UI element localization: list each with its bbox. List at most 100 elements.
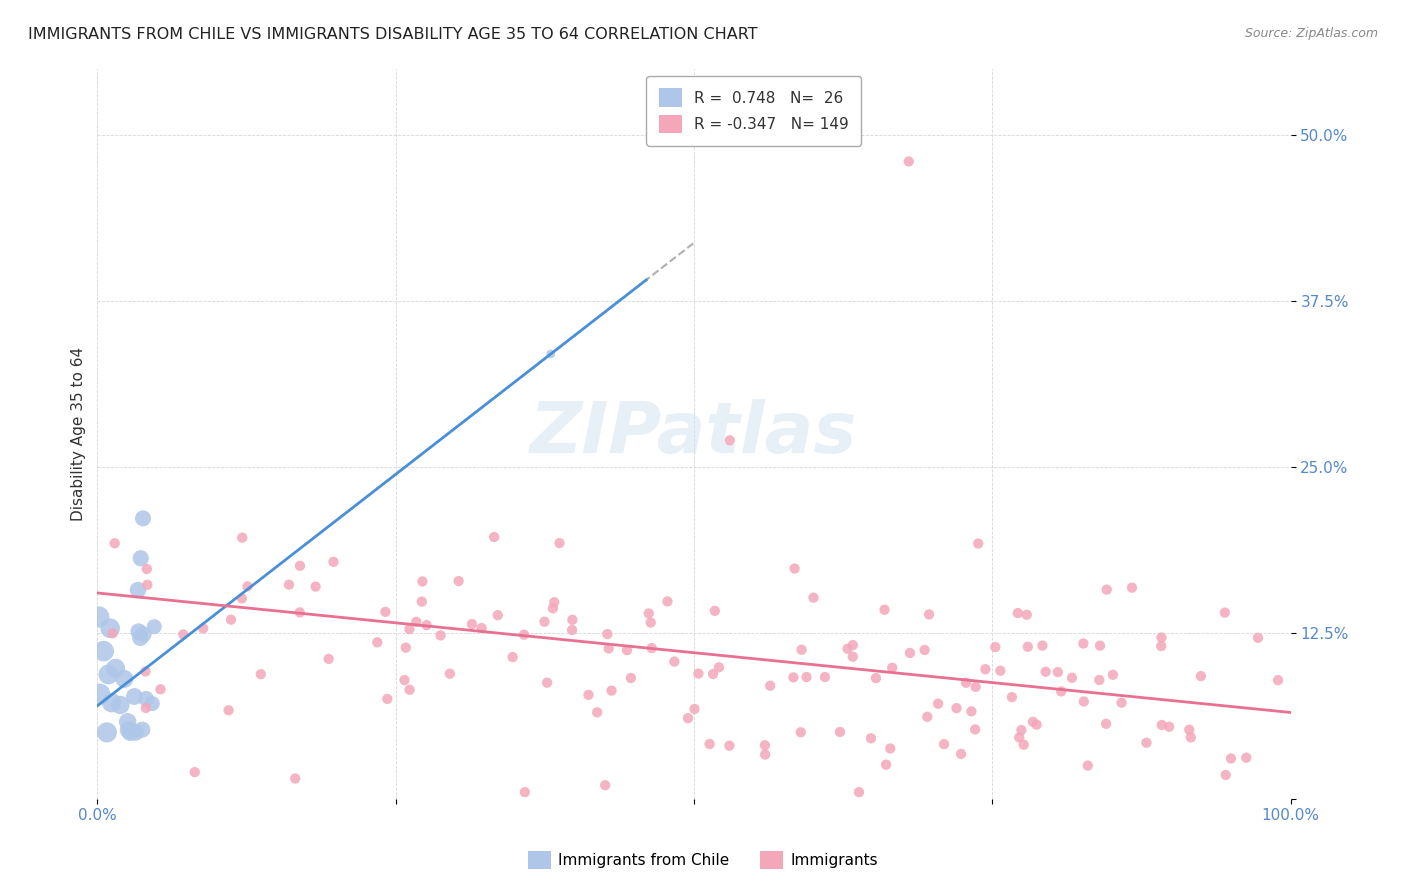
Point — [688, 666, 710, 681]
Point — [718, 739, 741, 753]
Point — [461, 617, 484, 632]
Point — [702, 667, 724, 681]
Point — [848, 785, 870, 799]
Text: ZIPatlas: ZIPatlas — [530, 399, 858, 468]
Point — [897, 154, 920, 169]
Point — [1247, 631, 1270, 645]
Point — [97, 667, 120, 681]
Point — [93, 644, 115, 658]
Point — [117, 723, 139, 737]
Point — [945, 701, 967, 715]
Point — [394, 673, 416, 687]
Point — [1088, 673, 1111, 687]
Point — [1102, 667, 1125, 681]
Point — [1150, 718, 1173, 732]
Point — [398, 682, 420, 697]
Point — [284, 772, 307, 786]
Point — [482, 530, 505, 544]
Text: Source: ZipAtlas.com: Source: ZipAtlas.com — [1244, 27, 1378, 40]
Point — [100, 696, 122, 710]
Point — [1111, 696, 1133, 710]
Point — [117, 714, 139, 729]
Point — [120, 725, 142, 739]
Point — [914, 643, 936, 657]
Point — [783, 561, 806, 575]
Point — [1159, 720, 1181, 734]
Point — [640, 615, 662, 630]
Point — [988, 664, 1011, 678]
Legend: Immigrants from Chile, Immigrants: Immigrants from Chile, Immigrants — [522, 845, 884, 875]
Point — [131, 723, 153, 737]
Point — [135, 562, 157, 576]
Point — [837, 641, 859, 656]
Point — [1088, 639, 1111, 653]
Point — [1178, 723, 1201, 737]
Point — [561, 623, 583, 637]
Point — [447, 574, 470, 588]
Point — [955, 675, 977, 690]
Point — [965, 680, 987, 694]
Point — [683, 702, 706, 716]
Point — [1180, 731, 1202, 745]
Point — [136, 578, 159, 592]
Point — [879, 741, 901, 756]
Point — [129, 551, 152, 566]
Point — [141, 697, 163, 711]
Point — [536, 675, 558, 690]
Point — [288, 606, 311, 620]
Point — [1121, 581, 1143, 595]
Point — [1001, 690, 1024, 705]
Point — [395, 640, 418, 655]
Point — [101, 626, 124, 640]
Point — [149, 682, 172, 697]
Point — [172, 627, 194, 641]
Point — [754, 747, 776, 762]
Point — [1060, 671, 1083, 685]
Point — [1189, 669, 1212, 683]
Point — [143, 620, 166, 634]
Point — [548, 536, 571, 550]
Legend: R =  0.748   N=  26, R = -0.347   N= 149: R = 0.748 N= 26, R = -0.347 N= 149 — [647, 76, 860, 145]
Point — [1220, 751, 1243, 765]
Point — [304, 580, 326, 594]
Point — [1010, 723, 1032, 737]
Point — [471, 621, 494, 635]
Point — [513, 628, 536, 642]
Point — [974, 662, 997, 676]
Point — [1008, 731, 1031, 745]
Point — [790, 642, 813, 657]
Point — [1012, 738, 1035, 752]
Point — [398, 622, 420, 636]
Point — [218, 703, 240, 717]
Point — [873, 602, 896, 616]
Y-axis label: Disability Age 35 to 64: Disability Age 35 to 64 — [72, 347, 86, 521]
Point — [1215, 768, 1237, 782]
Point — [641, 641, 664, 656]
Point — [707, 660, 730, 674]
Point — [98, 621, 121, 635]
Point — [796, 670, 818, 684]
Point — [965, 723, 987, 737]
Point — [637, 607, 659, 621]
Point — [1017, 640, 1039, 654]
Point — [278, 577, 301, 591]
Point — [782, 670, 804, 684]
Point — [366, 635, 388, 649]
Point — [620, 671, 643, 685]
Point — [657, 594, 679, 608]
Point — [1135, 736, 1157, 750]
Point — [502, 650, 524, 665]
Point — [578, 688, 600, 702]
Point — [875, 757, 897, 772]
Point — [533, 615, 555, 629]
Point — [219, 613, 242, 627]
Point — [132, 511, 155, 525]
Point — [405, 615, 427, 629]
Point — [184, 765, 207, 780]
Point — [132, 627, 155, 641]
Point — [561, 613, 583, 627]
Point — [1150, 639, 1173, 653]
Point — [1073, 694, 1095, 708]
Point — [288, 558, 311, 573]
Point — [411, 574, 433, 589]
